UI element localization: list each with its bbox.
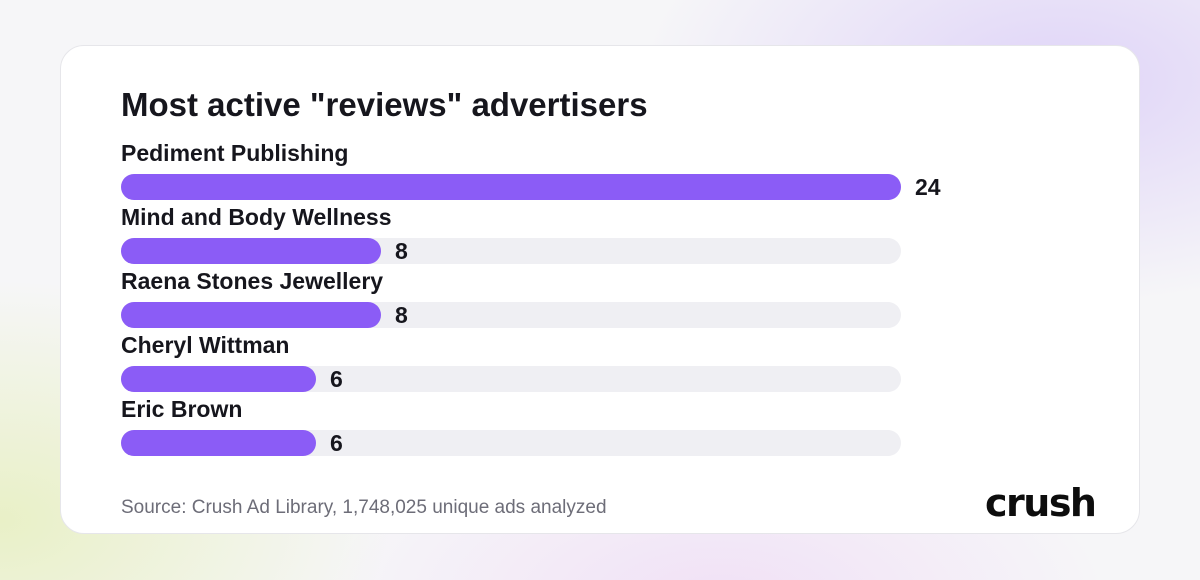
bar-track xyxy=(121,174,901,200)
bar-category-label: Eric Brown xyxy=(121,396,243,422)
bar-category-label: Mind and Body Wellness xyxy=(121,204,392,230)
bar-row: Raena Stones Jewellery 8 xyxy=(121,268,1001,328)
bar xyxy=(121,238,381,264)
bar-value-label: 8 xyxy=(395,238,408,264)
bar-track xyxy=(121,366,901,392)
chart-title: Most active "reviews" advertisers xyxy=(121,86,648,123)
crush-logo: crush xyxy=(985,481,1097,525)
bar-track xyxy=(121,430,901,456)
bar-row: Pediment Publishing 24 xyxy=(121,140,1001,200)
bar-category-label: Cheryl Wittman xyxy=(121,332,290,358)
bar-value-label: 8 xyxy=(395,302,408,328)
bar-row: Cheryl Wittman 6 xyxy=(121,332,1001,392)
bar xyxy=(121,366,316,392)
source-note: Source: Crush Ad Library, 1,748,025 uniq… xyxy=(121,497,607,518)
bar xyxy=(121,174,901,200)
bar xyxy=(121,430,316,456)
chart-card: Most active "reviews" advertisers Pedime… xyxy=(60,45,1140,534)
bar-value-label: 6 xyxy=(330,366,343,392)
bar-track xyxy=(121,238,901,264)
bar-category-label: Raena Stones Jewellery xyxy=(121,268,384,294)
bar-track xyxy=(121,302,901,328)
bar-value-label: 6 xyxy=(330,430,343,456)
bar-row: Eric Brown 6 xyxy=(121,396,1001,456)
bar-value-label: 24 xyxy=(915,174,941,200)
bar xyxy=(121,302,381,328)
bar-row: Mind and Body Wellness 8 xyxy=(121,204,1001,264)
bar-category-label: Pediment Publishing xyxy=(121,140,349,166)
